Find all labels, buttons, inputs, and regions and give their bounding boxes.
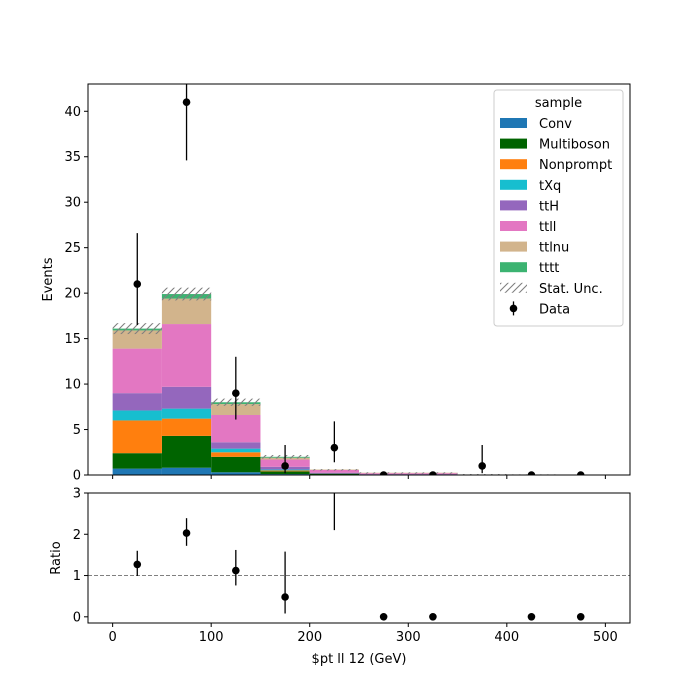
bar-nonprompt-bin-2	[211, 452, 261, 457]
legend-label-ttlnu: ttlnu	[539, 241, 569, 256]
legend-data-marker	[509, 304, 518, 313]
bar-tth-bin-0	[112, 393, 162, 411]
legend-swatch-txq	[500, 179, 527, 190]
data-point-6	[429, 471, 437, 475]
main-ytick-label-35: 35	[64, 150, 81, 165]
ratio-point-7	[527, 613, 536, 621]
main-ylabel: Events	[41, 257, 56, 301]
legend-label-txq: tXq	[539, 179, 561, 194]
legend-title: sample	[535, 96, 582, 111]
legend-swatch-ttll	[500, 221, 527, 231]
ratio-point-5	[379, 613, 388, 621]
data-point-1	[182, 98, 191, 106]
main-ytick-label-0: 0	[73, 469, 81, 484]
ratio-ylabel: Ratio	[49, 541, 64, 574]
bar-multiboson-bin-1	[161, 435, 212, 468]
main-ytick-label-40: 40	[64, 105, 81, 120]
legend-label-stat-unc: Stat. Unc.	[539, 282, 603, 297]
bar-nonprompt-bin-0	[112, 420, 162, 454]
bar-txq-bin-0	[112, 410, 162, 421]
legend-swatch-tttt	[500, 262, 527, 273]
ratio-xtick-label-500: 500	[593, 630, 618, 645]
ratio-xtick-label-400: 400	[494, 630, 519, 645]
legend-swatch-conv	[500, 118, 527, 128]
bar-conv-bin-0	[112, 468, 162, 475]
bar-txq-bin-1	[161, 408, 212, 419]
legend-label-multiboson: Multiboson	[539, 138, 610, 153]
bar-txq-bin-2	[211, 448, 261, 453]
bar-tth-bin-4	[309, 472, 359, 474]
bar-conv-bin-1	[161, 467, 212, 475]
bar-conv-bin-2	[211, 472, 261, 475]
legend-swatch-multiboson	[500, 138, 527, 149]
bar-ttll-bin-0	[112, 348, 162, 394]
data-point-4	[330, 443, 339, 452]
legend-swatch-nonprompt	[500, 159, 527, 170]
ratio-xtick-label-0: 0	[108, 630, 116, 645]
bar-ttlnu-bin-0	[112, 330, 162, 349]
main-ytick-label-5: 5	[73, 423, 81, 438]
main-ytick-label-20: 20	[64, 287, 81, 302]
ratio-ytick-label-0: 0	[73, 610, 81, 625]
main-axes-frame	[87, 83, 631, 476]
ratio-point-1	[182, 529, 191, 537]
legend-label-conv: Conv	[539, 117, 572, 132]
bar-ttll-bin-4	[309, 469, 359, 473]
ratio-xtick-label-100: 100	[199, 630, 224, 645]
bar-tth-bin-2	[211, 442, 261, 449]
data-point-9	[576, 471, 585, 475]
ratio-ytick-label-3: 3	[73, 487, 81, 502]
ratio-point-6	[429, 613, 437, 621]
bar-ttll-bin-1	[161, 324, 212, 387]
bar-multiboson-bin-2	[211, 456, 261, 473]
ratio-point-2	[232, 566, 240, 575]
bar-multiboson-bin-0	[112, 453, 162, 469]
stat-unc-band-bin-4	[309, 469, 359, 471]
legend: sample Conv Multiboson Nonprompt tXq ttH ttll t…	[493, 89, 624, 327]
bar-multiboson-bin-4	[309, 473, 359, 475]
ratio-panel: 0 1 2 3 0 100 200 300 400 500 Ratio $pt ll 12 (GeV)	[49, 487, 631, 667]
legend-swatch-tth	[500, 200, 527, 211]
data-point-7	[478, 462, 486, 470]
ratio-ytick-label-1: 1	[73, 569, 81, 584]
main-panel: 0 5 10 15 20 25 30 35 40 Events	[41, 83, 631, 484]
ratio-ytick-label-2: 2	[73, 528, 81, 543]
bar-nonprompt-bin-1	[161, 418, 212, 436]
main-ytick-label-25: 25	[64, 241, 81, 256]
bar-tth-bin-1	[161, 386, 212, 409]
main-ytick-label-15: 15	[64, 332, 81, 347]
legend-label-ttll: ttll	[539, 220, 556, 235]
data-point-0	[133, 280, 142, 288]
data-point-5	[379, 471, 388, 475]
legend-swatch-ttlnu	[500, 241, 527, 252]
bar-ttlnu-bin-1	[161, 298, 212, 325]
main-ytick-label-30: 30	[64, 196, 81, 211]
legend-swatch-stat-unc	[500, 282, 527, 293]
data-point-8	[527, 471, 536, 475]
ratio-content	[88, 493, 630, 621]
legend-label-tth: ttH	[539, 199, 559, 214]
ratio-axes-frame	[87, 492, 631, 624]
legend-label-tttt: tttt	[539, 261, 559, 276]
ratio-xtick-label-200: 200	[297, 630, 322, 645]
legend-label-nonprompt: Nonprompt	[539, 158, 612, 173]
data-points	[133, 84, 585, 475]
data-point-3	[281, 462, 289, 470]
stat-unc-band-bin-0	[112, 323, 162, 335]
legend-label-data: Data	[539, 302, 570, 317]
ratio-xtick-label-300: 300	[396, 630, 421, 645]
stat-unc-band-bin-1	[161, 287, 212, 301]
ratio-point-3	[281, 593, 289, 601]
x-axis-label: $pt ll 12 (GeV)	[312, 652, 407, 667]
main-ytick-label-10: 10	[64, 378, 81, 393]
ratio-point-8	[576, 613, 585, 621]
ratio-point-0	[133, 560, 142, 569]
data-point-2	[232, 389, 240, 397]
